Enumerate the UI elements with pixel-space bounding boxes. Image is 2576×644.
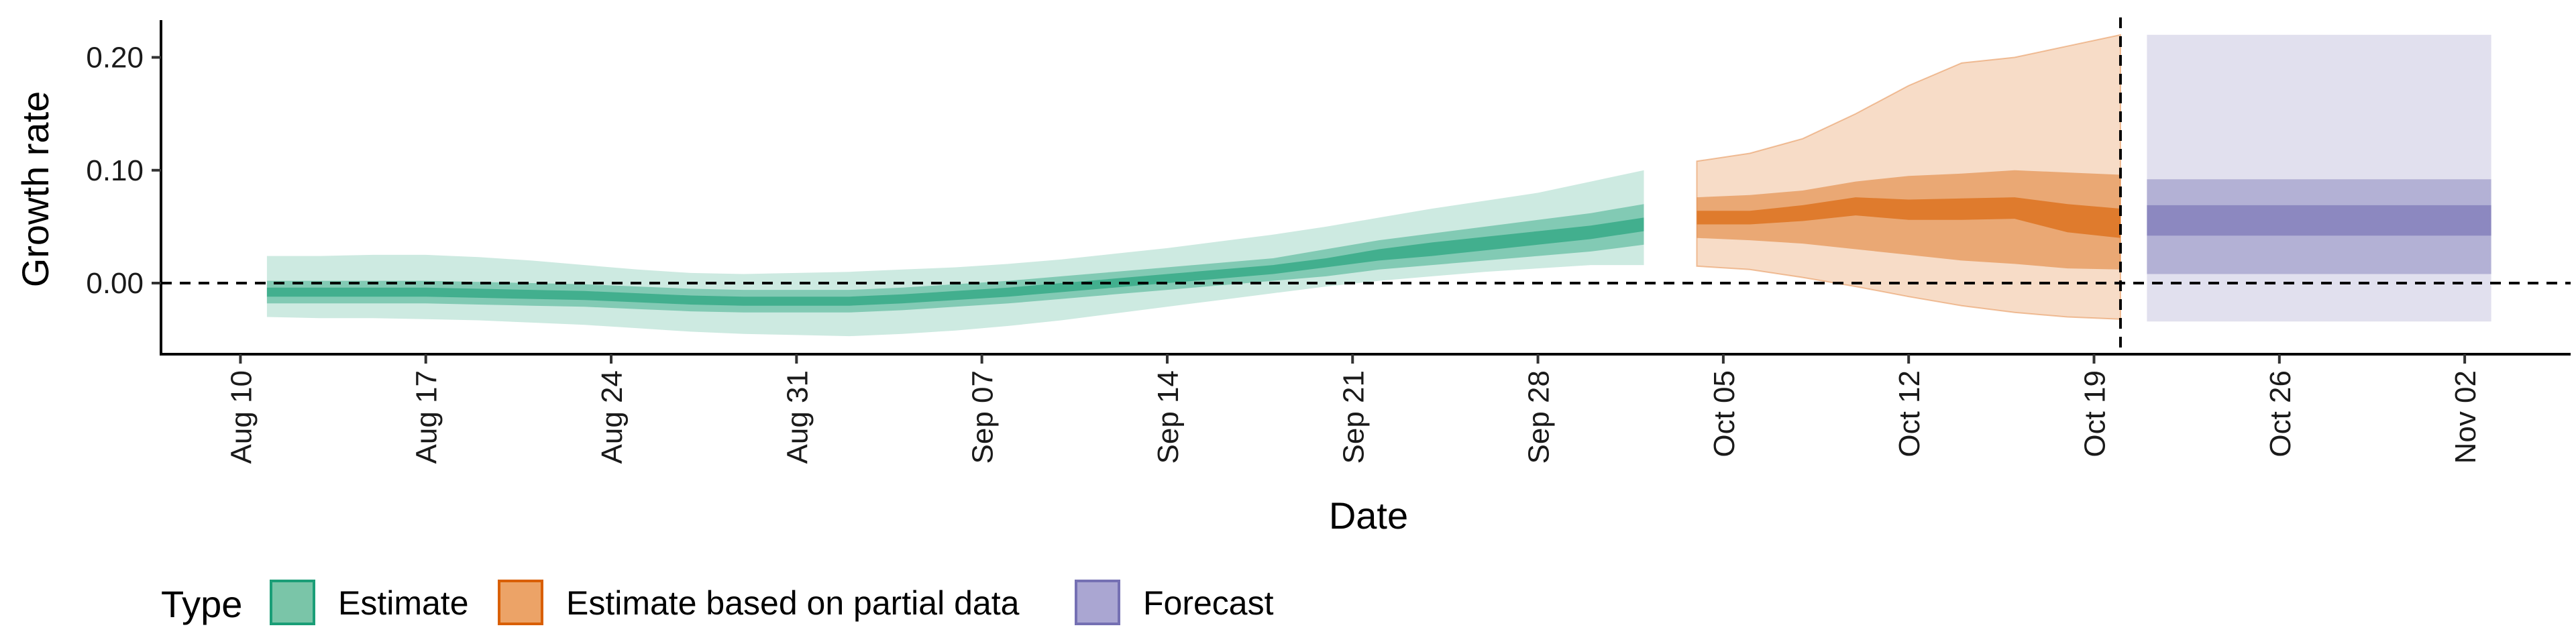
legend-label: Forecast — [1143, 584, 1274, 622]
legend-label: Estimate — [338, 584, 469, 622]
forecast-band-20 — [2147, 205, 2491, 236]
y-tick-label: 0.20 — [86, 42, 144, 74]
reference-lines — [161, 17, 2571, 354]
forecast-band-90 — [2147, 34, 2491, 322]
x-axis-ticks: Aug 10 Aug 17 Aug 24 Aug 31 Sep 07 Sep 14 Sep … — [225, 354, 2482, 464]
x-axis-title: Date — [1329, 494, 1408, 537]
axes — [160, 20, 2571, 356]
x-tick-label: Sep 28 — [1523, 370, 1556, 464]
x-tick-label: Oct 19 — [2079, 370, 2112, 458]
legend-title: Type — [161, 583, 242, 625]
x-tick-label: Aug 31 — [781, 370, 814, 464]
x-tick-label: Aug 10 — [225, 370, 258, 464]
x-tick-label: Sep 21 — [1337, 370, 1370, 464]
x-tick-label: Oct 12 — [1893, 370, 1926, 458]
x-tick-label: Sep 14 — [1152, 370, 1185, 464]
legend: Type Estimate Estimate based on partial d… — [161, 580, 1274, 625]
legend-key — [1075, 580, 1120, 625]
legend-label: Estimate based on partial data — [566, 584, 1020, 622]
y-axis-title: Growth rate — [14, 91, 56, 288]
uncertainty-bands — [266, 34, 2491, 337]
estimate-band-20 — [266, 217, 1644, 306]
estimate-based-on-partial-data-band-20 — [1697, 197, 2121, 238]
x-tick-label: Oct 26 — [2264, 370, 2297, 458]
y-tick-label: 0.00 — [86, 267, 144, 300]
legend-key — [270, 580, 315, 625]
x-tick-label: Oct 05 — [1708, 370, 1741, 458]
x-tick-label: Sep 07 — [967, 370, 1000, 464]
legend-key — [498, 580, 543, 625]
y-tick-label: 0.10 — [86, 154, 144, 187]
x-tick-label: Aug 24 — [596, 370, 629, 464]
y-axis-ticks: 0.00 0.10 0.20 — [86, 42, 161, 300]
x-tick-label: Nov 02 — [2449, 370, 2482, 464]
x-tick-label: Aug 17 — [411, 370, 443, 464]
